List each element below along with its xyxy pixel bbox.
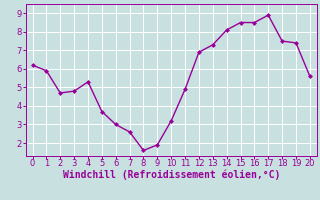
X-axis label: Windchill (Refroidissement éolien,°C): Windchill (Refroidissement éolien,°C) bbox=[62, 169, 280, 180]
